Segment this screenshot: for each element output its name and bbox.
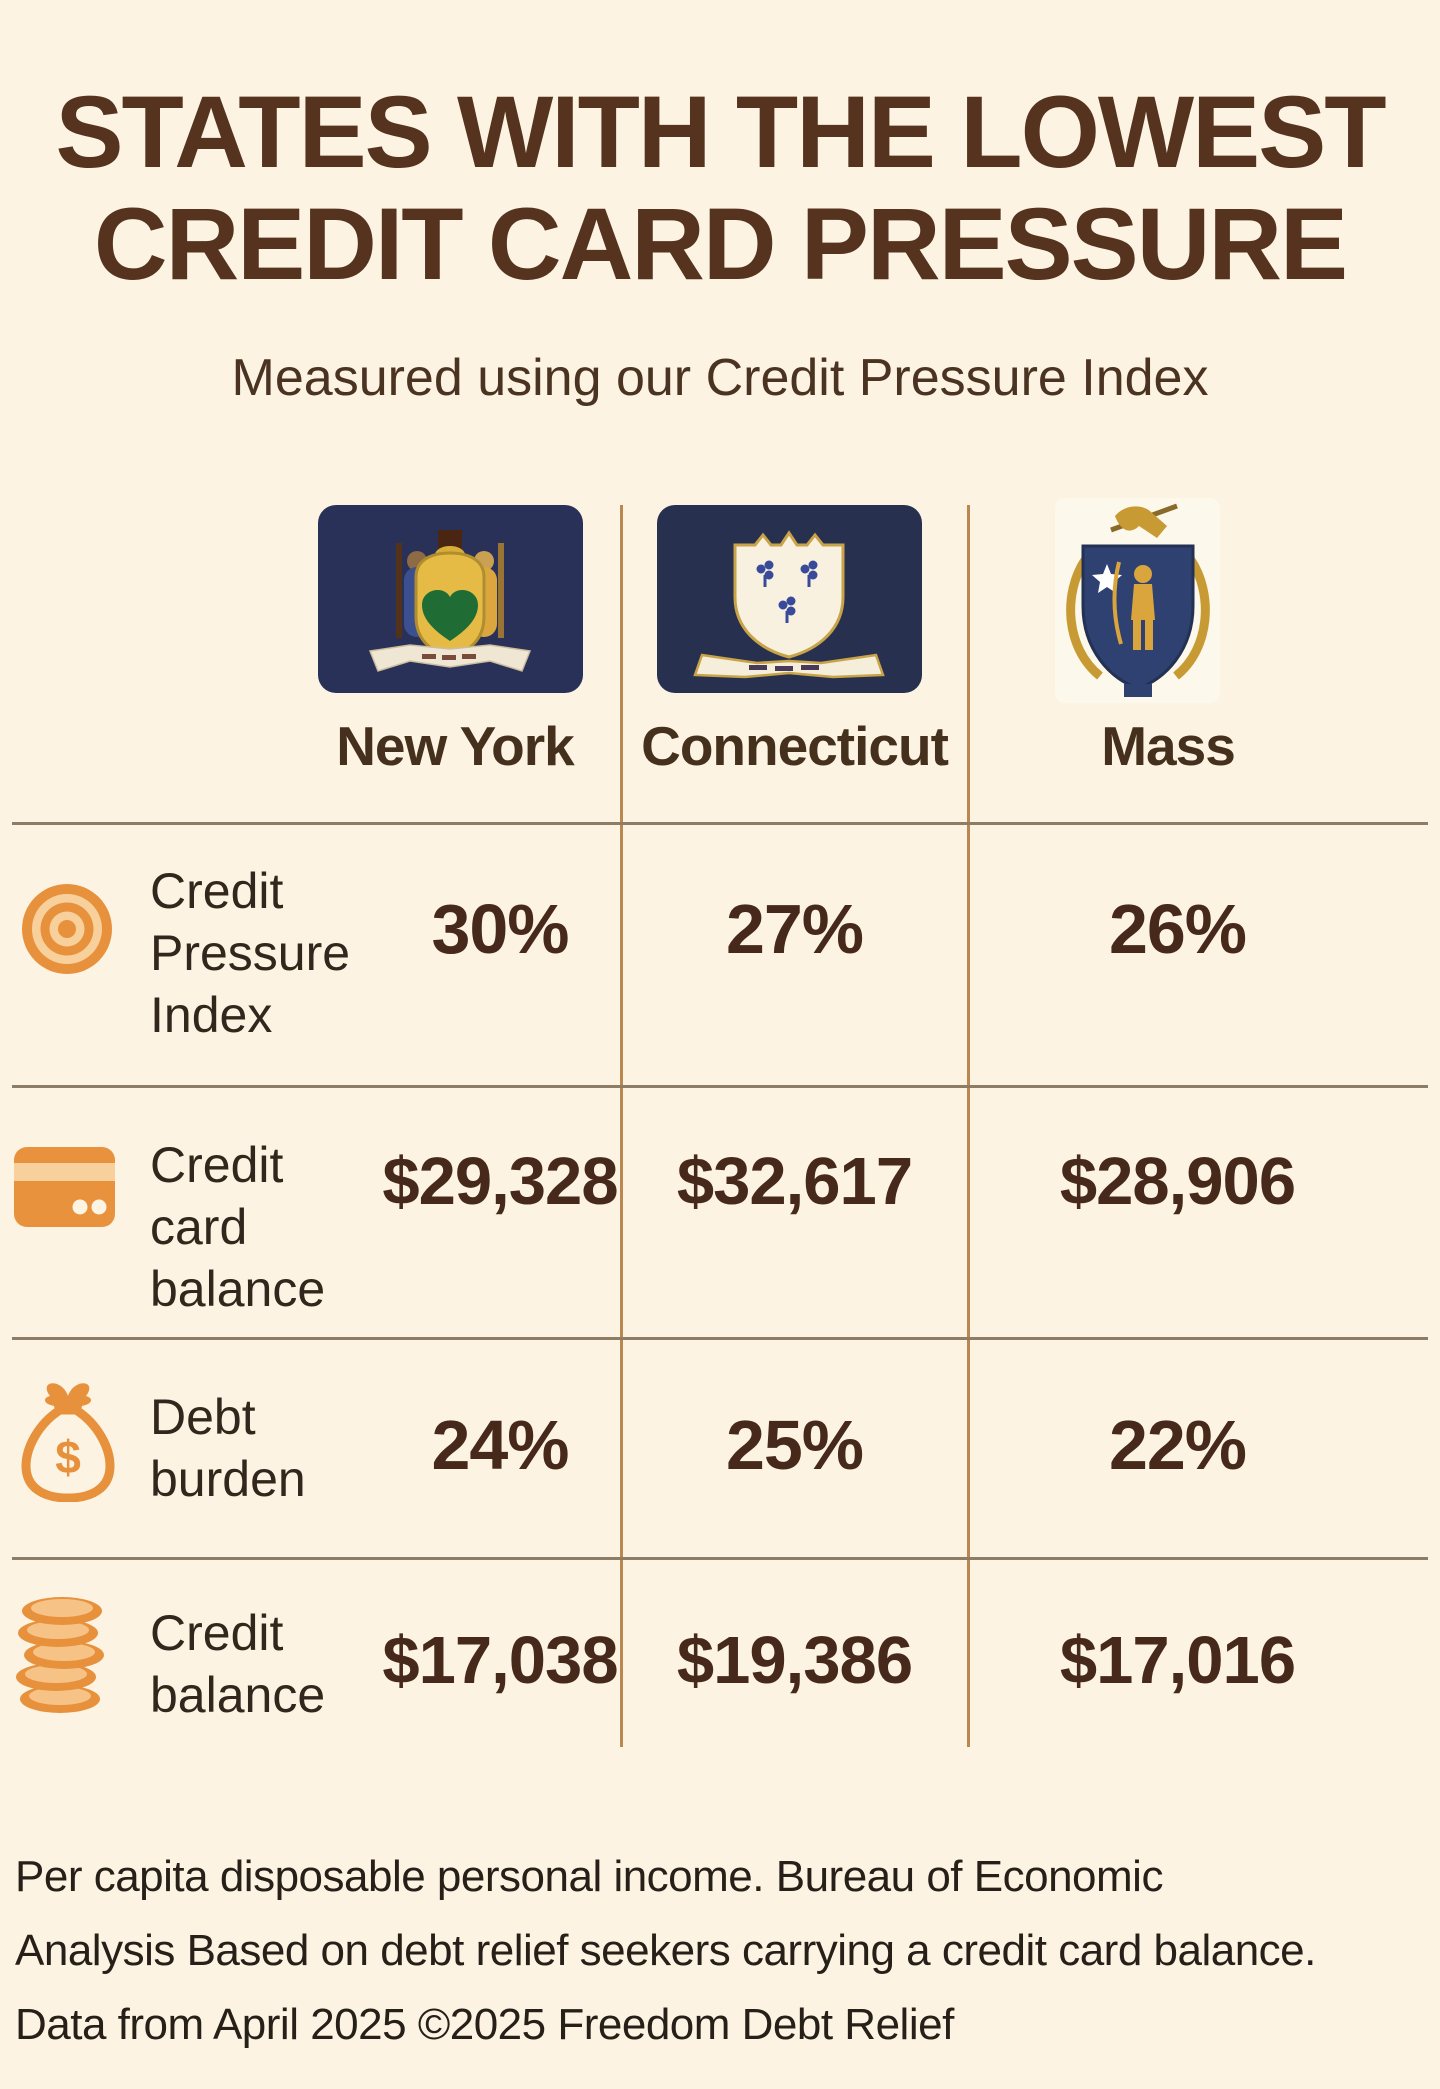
massachusetts-flag bbox=[1055, 498, 1220, 708]
page-subtitle: Measured using our Credit Pressure Index bbox=[231, 349, 1209, 407]
row-divider-3 bbox=[12, 1337, 1428, 1340]
value-debt-burden-mass: 22% bbox=[1108, 1406, 1247, 1484]
svg-text:$: $ bbox=[55, 1431, 81, 1483]
value-debt-burden-connecticut: 25% bbox=[725, 1406, 864, 1484]
row-label-credit-balance: Credit balance bbox=[150, 1605, 326, 1723]
value-credit-balance-new-york: $17,038 bbox=[382, 1623, 618, 1698]
value-credit-pressure-index-mass: 26% bbox=[1108, 890, 1247, 968]
credit-card-icon bbox=[13, 1146, 116, 1233]
connecticut-flag bbox=[657, 505, 922, 698]
column-header-new-york: New York bbox=[336, 715, 575, 777]
page-title: STATES WITH THE LOWEST CREDIT CARD PRESS… bbox=[0, 76, 1440, 300]
value-credit-balance-connecticut: $19,386 bbox=[676, 1623, 913, 1698]
column-header-connecticut: Connecticut bbox=[641, 715, 949, 777]
money-bag-icon: $ bbox=[18, 1372, 118, 1507]
value-credit-card-balance-new-york: $29,328 bbox=[382, 1144, 618, 1219]
value-credit-card-balance-connecticut: $32,617 bbox=[676, 1144, 913, 1219]
value-credit-pressure-index-new-york: 30% bbox=[431, 890, 569, 968]
value-credit-pressure-index-connecticut: 27% bbox=[725, 890, 864, 968]
column-header-mass: Mass bbox=[1101, 715, 1236, 777]
new-york-flag bbox=[318, 505, 583, 698]
value-credit-balance-mass: $17,016 bbox=[1059, 1623, 1296, 1698]
row-divider-2 bbox=[12, 1085, 1428, 1088]
row-label-credit-card-balance: Credit card balance bbox=[150, 1137, 326, 1317]
page-title-line1: STATES WITH THE LOWEST bbox=[55, 75, 1386, 189]
source-note: Per capita disposable personal income. B… bbox=[15, 1852, 1316, 2049]
row-divider-1 bbox=[12, 822, 1428, 825]
coins-icon bbox=[14, 1593, 108, 1720]
target-icon bbox=[21, 883, 113, 980]
value-debt-burden-new-york: 24% bbox=[431, 1406, 569, 1484]
row-label-credit-pressure-index: Credit Pressure Index bbox=[150, 863, 351, 1043]
row-divider-4 bbox=[12, 1557, 1428, 1560]
page-title-line2: CREDIT CARD PRESSURE bbox=[93, 187, 1348, 301]
column-divider-1 bbox=[620, 505, 623, 1747]
column-divider-2 bbox=[967, 505, 970, 1747]
value-credit-card-balance-mass: $28,906 bbox=[1059, 1144, 1296, 1219]
row-label-debt-burden: Debt burden bbox=[150, 1389, 306, 1507]
